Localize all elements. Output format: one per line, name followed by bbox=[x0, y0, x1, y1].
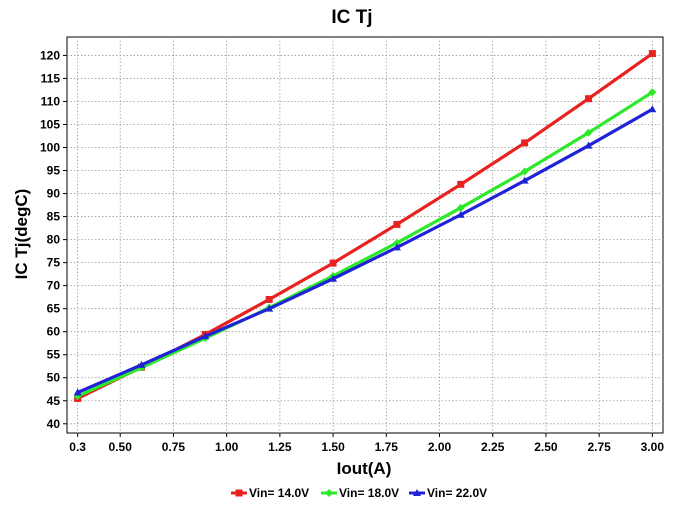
series-3-point bbox=[137, 360, 146, 368]
series-2-line bbox=[76, 90, 654, 398]
y-tick-label: 65 bbox=[47, 302, 61, 316]
y-tick-label: 85 bbox=[47, 210, 61, 224]
series-3-point bbox=[648, 105, 657, 113]
y-tick-label: 75 bbox=[47, 256, 61, 270]
y-tick-label: 80 bbox=[47, 233, 61, 247]
series-1-point bbox=[329, 259, 337, 267]
x-tick-label: 3.00 bbox=[641, 440, 665, 454]
series-3-point bbox=[520, 176, 529, 184]
series-layer bbox=[73, 50, 657, 402]
y-axis-ticks: 40 45 50 55 60 65 70 75 80 85 90 95 100 105 110 115 120 bbox=[40, 48, 67, 431]
y-tick-label: 60 bbox=[47, 325, 61, 339]
y-tick-label: 55 bbox=[47, 348, 61, 362]
series-1-point bbox=[648, 50, 656, 58]
legend-item: Vin= 22.0V bbox=[409, 486, 487, 500]
x-tick-label: 2.75 bbox=[587, 440, 611, 454]
plot-area bbox=[66, 36, 664, 434]
y-tick-label: 50 bbox=[47, 371, 61, 385]
legend-item: Vin= 14.0V bbox=[231, 486, 309, 500]
series-1-point bbox=[265, 295, 273, 303]
series-3-point bbox=[201, 332, 210, 340]
y-tick-label: 95 bbox=[47, 164, 61, 178]
y-tick-label: 105 bbox=[40, 117, 60, 131]
x-tick-label: 1.25 bbox=[268, 440, 292, 454]
chart-title: IC Tj bbox=[331, 7, 372, 28]
y-axis-label: IC Tj(degC) bbox=[12, 189, 31, 280]
legend-swatch-marker bbox=[235, 489, 243, 497]
y-tick-label: 100 bbox=[40, 141, 60, 155]
legend-label: Vin= 18.0V bbox=[339, 486, 399, 500]
x-axis-ticks: 0.3 0.50 0.75 1.00 1.25 1.50 1.75 2.00 2.25 2.50 2… bbox=[69, 433, 664, 454]
series-3-point bbox=[584, 141, 593, 149]
series-2-point bbox=[456, 203, 465, 212]
series-1-point bbox=[521, 139, 529, 147]
y-tick-label: 45 bbox=[47, 394, 61, 408]
legend-swatch-marker bbox=[325, 489, 333, 497]
grid bbox=[67, 37, 663, 433]
legend-label: Vin= 22.0V bbox=[427, 486, 487, 500]
series-3-line bbox=[77, 107, 654, 394]
series-3 bbox=[73, 105, 657, 396]
x-tick-label: 0.50 bbox=[109, 440, 133, 454]
series-3-point bbox=[329, 274, 338, 282]
series-3-point bbox=[456, 210, 465, 218]
legend: Vin= 14.0V Vin= 18.0V Vin= 22.0V bbox=[231, 486, 487, 500]
x-tick-label: 2.25 bbox=[481, 440, 505, 454]
legend-swatch-marker bbox=[413, 489, 421, 496]
y-tick-label: 115 bbox=[41, 71, 61, 85]
x-tick-label: 0.3 bbox=[69, 440, 86, 454]
legend-label: Vin= 14.0V bbox=[249, 486, 309, 500]
x-tick-label: 1.50 bbox=[321, 440, 345, 454]
series-2-point bbox=[584, 128, 593, 137]
series-1-point bbox=[393, 220, 401, 228]
y-tick-label: 120 bbox=[40, 48, 60, 62]
y-tick-label: 70 bbox=[47, 279, 61, 293]
series-2-point bbox=[648, 88, 657, 97]
series-3-point bbox=[73, 388, 82, 396]
y-tick-label: 90 bbox=[47, 187, 61, 201]
y-tick-label: 110 bbox=[41, 94, 61, 108]
x-tick-label: 1.75 bbox=[375, 440, 399, 454]
series-1-point bbox=[457, 180, 465, 188]
series-2-point bbox=[520, 167, 529, 176]
x-tick-label: 2.50 bbox=[534, 440, 558, 454]
x-tick-label: 1.00 bbox=[215, 440, 239, 454]
y-tick-label: 40 bbox=[47, 417, 61, 431]
x-tick-label: 2.00 bbox=[428, 440, 452, 454]
series-3-point bbox=[265, 304, 274, 312]
x-axis-label: Iout(A) bbox=[337, 459, 392, 478]
series-1-point bbox=[585, 95, 592, 103]
series-3-point bbox=[392, 243, 401, 251]
legend-item: Vin= 18.0V bbox=[321, 486, 399, 500]
x-tick-label: 0.75 bbox=[162, 440, 186, 454]
